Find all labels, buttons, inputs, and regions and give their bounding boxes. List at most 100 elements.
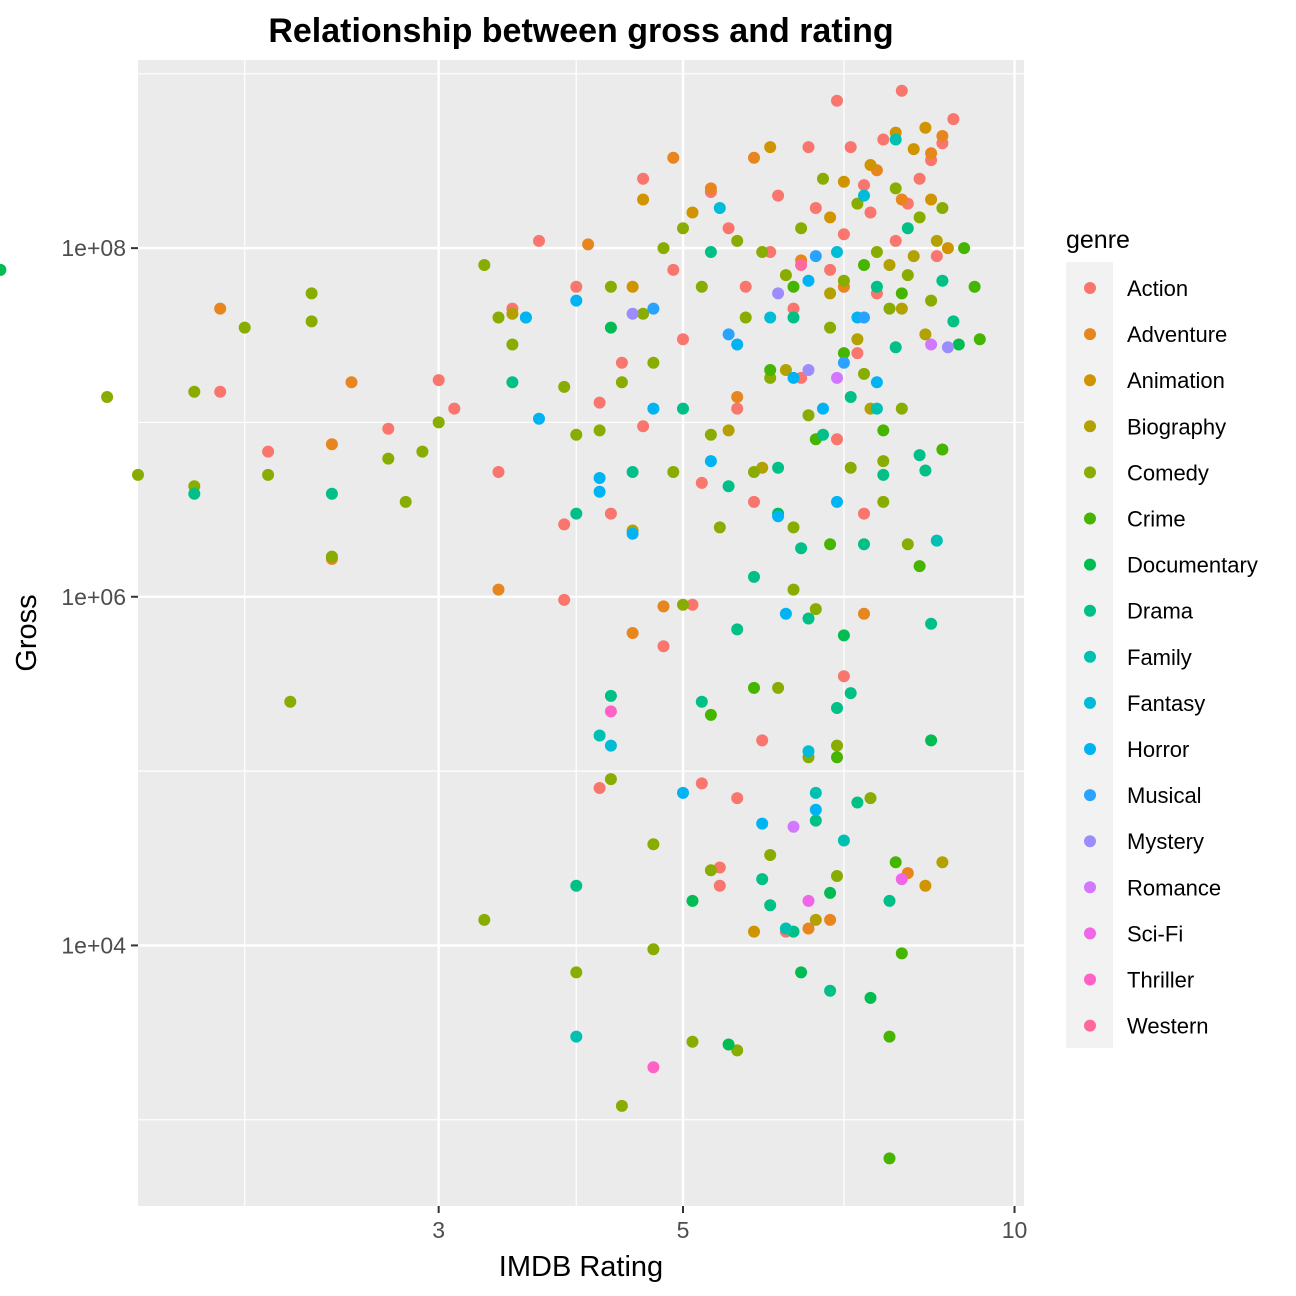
data-point-comedy xyxy=(399,495,412,508)
legend-items: Action Adventure Animation Biography Comedy C… xyxy=(1084,276,1258,1039)
legend-label-animation: Animation xyxy=(1127,368,1225,393)
data-point-comedy xyxy=(824,321,837,334)
data-point-mystery xyxy=(802,364,815,376)
data-point-comedy xyxy=(779,269,792,282)
data-point-family xyxy=(870,402,883,415)
data-point-romance xyxy=(787,820,800,833)
data-point-action xyxy=(262,445,275,458)
data-point-comedy xyxy=(837,274,850,287)
data-point-crime xyxy=(764,364,777,376)
y-tick-label: 1e+06 xyxy=(61,584,126,610)
data-point-comedy xyxy=(704,864,717,877)
data-point-action xyxy=(382,422,395,435)
data-point-biography xyxy=(919,328,932,341)
data-point-crime xyxy=(787,280,800,293)
data-point-comedy xyxy=(305,287,318,300)
data-point-action xyxy=(858,179,870,192)
legend-label-documentary: Documentary xyxy=(1127,553,1258,578)
legend-label-adventure: Adventure xyxy=(1127,322,1227,347)
data-point-documentary xyxy=(864,991,877,1004)
x-tick-label: 10 xyxy=(1002,1217,1028,1243)
data-point-adventure xyxy=(925,147,938,160)
data-point-comedy xyxy=(851,197,864,210)
data-point-fantasy xyxy=(713,202,726,214)
data-point-drama xyxy=(722,480,735,493)
data-point-comedy xyxy=(667,466,680,478)
data-point-drama xyxy=(858,538,870,551)
data-point-comedy xyxy=(756,246,769,258)
x-axis-title: IMDB Rating xyxy=(499,1251,663,1283)
data-point-adventure xyxy=(802,922,815,935)
x-tick-label: 5 xyxy=(677,1217,690,1243)
legend-swatch-romance xyxy=(1084,881,1096,894)
data-point-adventure xyxy=(667,151,680,164)
data-point-biography xyxy=(809,913,822,926)
data-point-fantasy xyxy=(604,739,617,752)
data-point-crime xyxy=(877,424,890,437)
data-point-fantasy xyxy=(831,246,843,258)
data-point-drama xyxy=(731,623,744,636)
data-point-documentary xyxy=(925,734,938,747)
data-point-crime xyxy=(837,347,850,360)
data-point-documentary xyxy=(722,1038,735,1051)
data-point-thriller xyxy=(647,1061,660,1074)
data-point-comedy xyxy=(284,695,297,708)
data-point-family xyxy=(570,1030,583,1043)
legend-label-fantasy: Fantasy xyxy=(1127,691,1205,716)
data-point-mystery xyxy=(626,307,639,320)
data-point-comedy xyxy=(132,468,144,481)
data-point-drama xyxy=(889,341,902,354)
data-point-drama xyxy=(748,570,760,583)
data-point-drama xyxy=(506,376,519,389)
data-point-comedy xyxy=(764,849,777,861)
data-point-horror xyxy=(870,376,883,389)
data-point-drama xyxy=(831,702,843,714)
data-point-horror xyxy=(647,402,660,415)
data-point-documentary xyxy=(824,886,837,899)
data-point-musical xyxy=(858,311,870,324)
data-point-biography xyxy=(851,333,864,346)
data-point-crime xyxy=(883,1152,896,1165)
data-point-comedy xyxy=(795,222,808,235)
data-point-animation xyxy=(837,175,850,188)
data-point-adventure xyxy=(824,913,837,926)
data-point-biography xyxy=(936,856,949,869)
data-point-crime xyxy=(958,242,971,255)
data-point-horror xyxy=(787,371,800,384)
data-point-horror xyxy=(626,527,639,540)
legend-swatch-biography xyxy=(1084,420,1096,433)
data-point-horror xyxy=(593,485,606,498)
data-point-musical xyxy=(647,302,660,315)
data-point-action xyxy=(604,507,617,520)
data-point-biography xyxy=(824,287,837,300)
data-point-drama xyxy=(925,617,938,630)
data-point-horror xyxy=(519,311,532,324)
data-point-adventure xyxy=(657,600,670,613)
y-tick-label: 1e+08 xyxy=(61,235,126,261)
data-point-biography xyxy=(722,424,735,437)
data-point-adventure xyxy=(345,376,358,389)
data-point-action xyxy=(492,466,505,478)
legend-swatch-western xyxy=(1084,1019,1096,1032)
data-point-biography xyxy=(883,259,896,271)
data-point-thriller xyxy=(604,705,617,718)
data-point-comedy xyxy=(492,311,505,324)
data-point-drama xyxy=(570,507,583,520)
data-point-family xyxy=(889,133,902,146)
data-point-western xyxy=(795,259,808,271)
legend-swatch-horror xyxy=(1084,743,1096,755)
data-point-crime xyxy=(883,1030,896,1043)
data-point-horror xyxy=(772,510,785,523)
data-point-drama xyxy=(817,428,829,441)
legend-swatch-documentary xyxy=(1084,558,1096,571)
data-point-comedy xyxy=(870,246,883,258)
legend-label-comedy: Comedy xyxy=(1127,460,1209,485)
data-point-action xyxy=(947,113,960,126)
legend-swatch-crime xyxy=(1084,512,1096,525)
data-point-comedy xyxy=(615,376,628,389)
data-point-drama xyxy=(913,449,926,462)
data-point-animation xyxy=(941,242,954,255)
legend-label-thriller: Thriller xyxy=(1127,968,1194,993)
major-gridlines xyxy=(138,60,1024,1206)
data-point-family xyxy=(809,786,822,799)
